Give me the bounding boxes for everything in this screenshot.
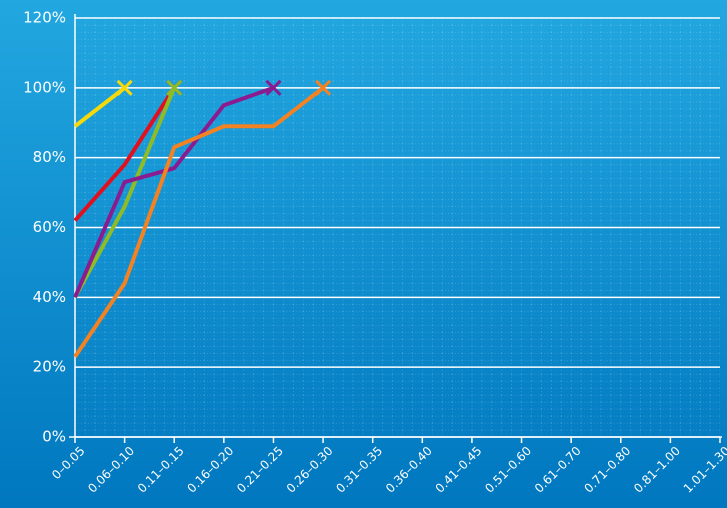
- y-tick-label: 100%: [23, 78, 66, 96]
- end-marker: [166, 79, 183, 96]
- y-tick-label: 60%: [33, 218, 66, 236]
- series-line: [73, 86, 176, 222]
- y-tick-label: 20%: [33, 358, 66, 376]
- series-line: [73, 85, 275, 299]
- y-tick-label: 0%: [42, 428, 66, 446]
- y-tick-label: 120%: [23, 9, 66, 27]
- end-marker: [265, 79, 282, 96]
- series-line: [73, 86, 325, 358]
- series-line: [73, 86, 126, 128]
- y-tick-label: 40%: [33, 288, 66, 306]
- end-marker: [116, 79, 133, 96]
- end-marker: [315, 79, 332, 96]
- y-tick-label: 80%: [33, 148, 66, 166]
- series-line: [73, 87, 177, 299]
